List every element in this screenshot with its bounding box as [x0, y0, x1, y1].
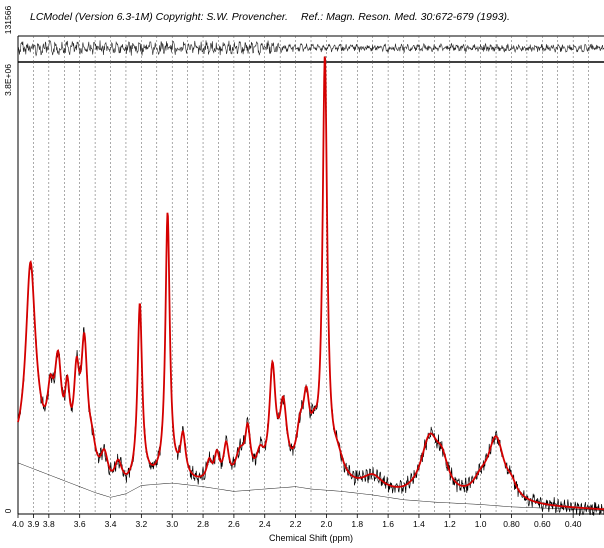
chart-header: LCModel (Version 6.3-1M) Copyright: S.W.…	[18, 0, 604, 36]
reference-text: Ref.: Magn. Reson. Med. 30:672-679 (1993…	[301, 11, 510, 23]
x-tick-label: 0.60	[534, 519, 551, 529]
residual-panel: 131566	[3, 6, 604, 63]
x-tick-label: 0.80	[503, 519, 520, 529]
x-tick-label: 1.4	[413, 519, 425, 529]
y-tick-label-top: 3.8E+06	[3, 64, 13, 96]
x-tick-label: 2.0	[321, 519, 333, 529]
x-tick-label: 0.40	[565, 519, 582, 529]
x-tick-label: 2.6	[228, 519, 240, 529]
chart-title: LCModel (Version 6.3-1M) Copyright: S.W.…	[30, 11, 288, 23]
fit-line	[17, 56, 604, 511]
x-tick-label: 2.4	[259, 519, 271, 529]
main-panel: 3.8E+06 0 4.0 3.9 3.8 3.6 3.4 3.2 3.0 2.8 2.6 2.4…	[3, 56, 604, 543]
x-axis-label: Chemical Shift (ppm)	[269, 533, 353, 543]
x-tick-label: 1.0	[475, 519, 487, 529]
x-tick-label: 1.8	[351, 519, 363, 529]
x-tick-label: 2.2	[290, 519, 302, 529]
x-tick-label: 3.0	[166, 519, 178, 529]
main-gridlines	[33, 62, 589, 514]
x-tick-label: 4.0	[12, 519, 24, 529]
x-tick-label: 2.8	[197, 519, 209, 529]
x-tick-label: 3.4	[105, 519, 117, 529]
x-tick-label: 1.6	[382, 519, 394, 529]
baseline-line	[17, 462, 604, 511]
x-axis-ticks: 4.0 3.9 3.8 3.6 3.4 3.2 3.0 2.8 2.6 2.4 2.2 2.0 1.8 1…	[12, 514, 582, 529]
x-tick-label: 3.8	[43, 519, 55, 529]
x-tick-label: 3.2	[135, 519, 147, 529]
y-tick-label-bottom: 0	[3, 508, 13, 513]
x-tick-label: 3.9	[28, 519, 40, 529]
residual-line	[17, 39, 604, 57]
x-tick-label: 1.2	[444, 519, 456, 529]
residual-y-tick-label: 131566	[3, 6, 13, 35]
x-tick-label: 3.6	[74, 519, 86, 529]
